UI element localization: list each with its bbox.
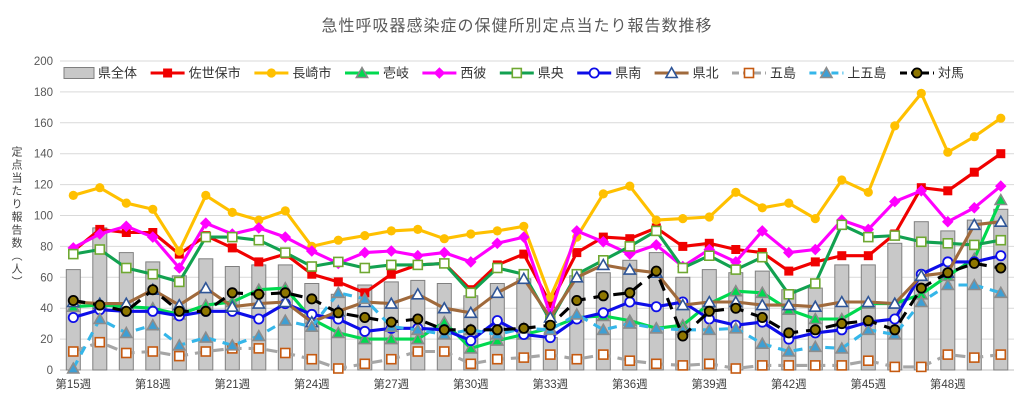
svg-text:五島: 五島 bbox=[770, 66, 796, 81]
svg-text:60: 60 bbox=[40, 272, 53, 284]
svg-text:第39週: 第39週 bbox=[691, 377, 727, 391]
legend-item-sasebo: 佐世保市 bbox=[150, 66, 241, 81]
svg-text:第21週: 第21週 bbox=[214, 377, 250, 391]
chart-title: 急性呼吸器感染症の保健所別定点当たり報告数推移 bbox=[321, 18, 713, 35]
legend-item-kenzentai: 県全体 bbox=[63, 66, 137, 81]
legend-item-iki: 壱岐 bbox=[345, 66, 409, 81]
legend-item-kamigoto: 上五島 bbox=[809, 66, 886, 81]
legend: 県全体 佐世保市 長崎市 壱岐 西彼 県央 県南 県北 五島 上五島 対馬 bbox=[63, 66, 964, 81]
y-axis-title: 定点当たり報告数（人） bbox=[10, 145, 22, 289]
bar bbox=[224, 266, 240, 371]
svg-text:県北: 県北 bbox=[693, 66, 719, 81]
svg-text:第27週: 第27週 bbox=[373, 377, 409, 391]
bar bbox=[940, 230, 956, 371]
svg-text:県央: 県央 bbox=[538, 66, 564, 81]
legend-item-seihi: 西彼 bbox=[422, 66, 486, 81]
svg-text:西彼: 西彼 bbox=[460, 66, 486, 81]
series-nagasaki-markers bbox=[68, 88, 1006, 302]
svg-text:120: 120 bbox=[34, 180, 53, 192]
svg-text:壱岐: 壱岐 bbox=[383, 66, 409, 81]
svg-text:第48週: 第48週 bbox=[930, 377, 966, 391]
svg-text:上五島: 上五島 bbox=[847, 66, 886, 81]
legend-item-kenboku: 県北 bbox=[654, 66, 719, 81]
svg-text:第45週: 第45週 bbox=[850, 377, 886, 391]
series-tsushima-markers bbox=[67, 257, 1007, 342]
svg-text:第42週: 第42週 bbox=[771, 377, 807, 391]
svg-text:180: 180 bbox=[34, 87, 53, 99]
svg-text:長崎市: 長崎市 bbox=[292, 66, 331, 81]
series-nagasaki-line bbox=[72, 91, 1002, 299]
svg-text:対馬: 対馬 bbox=[938, 66, 964, 81]
svg-text:第30週: 第30週 bbox=[453, 377, 489, 391]
series-goto-line bbox=[72, 340, 1001, 371]
y-tick-labels: 0 20 40 60 80 100 120 140 160 180 200 bbox=[34, 56, 53, 377]
svg-text:第15週: 第15週 bbox=[55, 377, 91, 391]
series-kenboku-line bbox=[73, 220, 1001, 324]
series-kamigoto-line bbox=[71, 283, 1002, 370]
svg-text:第36週: 第36週 bbox=[612, 377, 648, 391]
x-tick-labels: 第15週 第18週 第21週 第24週 第27週 第30週 第33週 第36週 第39週 第42週… bbox=[55, 377, 966, 391]
svg-text:第24週: 第24週 bbox=[294, 377, 330, 391]
svg-text:0: 0 bbox=[47, 365, 53, 377]
svg-text:40: 40 bbox=[40, 303, 53, 315]
svg-text:第18週: 第18週 bbox=[135, 377, 171, 391]
svg-text:県全体: 県全体 bbox=[98, 66, 137, 81]
legend-item-kennan: 県南 bbox=[577, 66, 641, 81]
svg-text:県南: 県南 bbox=[615, 66, 641, 81]
svg-text:佐世保市: 佐世保市 bbox=[189, 66, 241, 81]
legend-item-nagasaki: 長崎市 bbox=[254, 66, 331, 81]
legend-item-goto: 五島 bbox=[732, 66, 796, 81]
legend-item-keno: 県央 bbox=[499, 66, 564, 81]
series-goto-markers bbox=[68, 336, 1007, 374]
svg-text:80: 80 bbox=[40, 241, 53, 253]
svg-text:140: 140 bbox=[34, 149, 53, 161]
svg-text:160: 160 bbox=[34, 118, 53, 130]
svg-text:第33週: 第33週 bbox=[532, 377, 568, 391]
svg-text:20: 20 bbox=[40, 334, 53, 346]
svg-text:100: 100 bbox=[34, 211, 53, 223]
svg-text:200: 200 bbox=[34, 56, 53, 68]
legend-item-tsushima: 対馬 bbox=[900, 66, 964, 81]
